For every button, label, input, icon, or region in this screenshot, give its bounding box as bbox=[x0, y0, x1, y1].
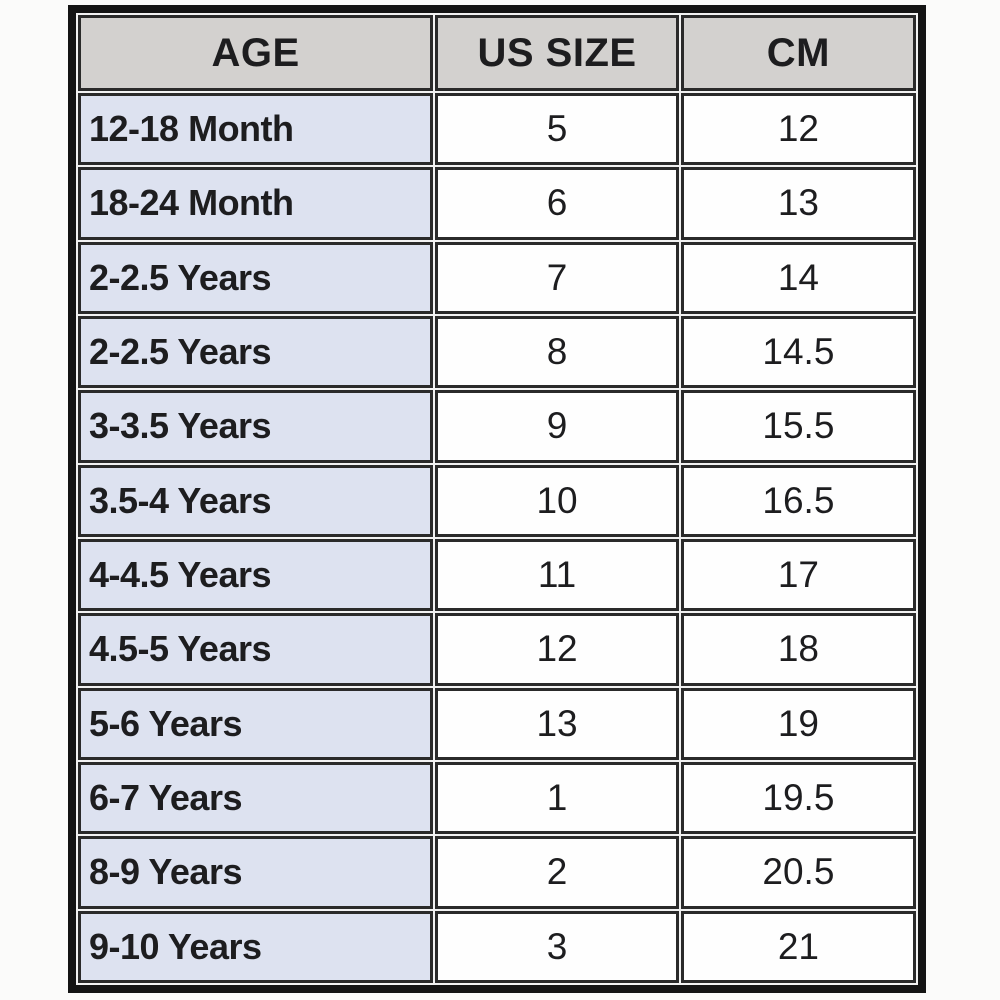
cm-cell: 21 bbox=[680, 910, 916, 983]
cm-cell: 18 bbox=[680, 613, 916, 686]
age-cell: 9-10 Years bbox=[78, 910, 434, 983]
us-size-cell: 5 bbox=[435, 93, 679, 166]
us-size-cell: 1 bbox=[435, 761, 679, 835]
header-cm: CM bbox=[680, 15, 916, 91]
table-row: 3.5-4 Years 10 16.5 bbox=[78, 464, 916, 537]
cm-cell: 12 bbox=[680, 93, 916, 166]
table-row: 2-2.5 Years 7 14 bbox=[78, 241, 916, 314]
size-chart-body: 12-18 Month 5 12 18-24 Month 6 13 2-2.5 Years 7… bbox=[78, 93, 916, 983]
header-us-size: US SIZE bbox=[435, 15, 679, 91]
cm-cell: 14 bbox=[680, 241, 916, 314]
table-row: 2-2.5 Years 8 14.5 bbox=[78, 315, 916, 389]
size-chart-container: AGE US SIZE CM 12-18 Month 5 12 18-24 Month… bbox=[68, 5, 926, 993]
us-size-cell: 10 bbox=[435, 464, 679, 537]
age-cell: 4-4.5 Years bbox=[78, 538, 434, 612]
age-cell: 3-3.5 Years bbox=[78, 390, 434, 463]
table-row: 18-24 Month 6 13 bbox=[78, 167, 916, 240]
header-age: AGE bbox=[78, 15, 434, 91]
us-size-cell: 12 bbox=[435, 613, 679, 686]
table-row: 5-6 Years 13 19 bbox=[78, 687, 916, 760]
age-cell: 18-24 Month bbox=[78, 167, 434, 240]
table-row: 4-4.5 Years 11 17 bbox=[78, 538, 916, 612]
size-chart-table: AGE US SIZE CM 12-18 Month 5 12 18-24 Month… bbox=[68, 5, 926, 993]
us-size-cell: 11 bbox=[435, 538, 679, 612]
table-row: 9-10 Years 3 21 bbox=[78, 910, 916, 983]
cm-cell: 17 bbox=[680, 538, 916, 612]
table-row: 6-7 Years 1 19.5 bbox=[78, 761, 916, 835]
table-row: 4.5-5 Years 12 18 bbox=[78, 613, 916, 686]
age-cell: 4.5-5 Years bbox=[78, 613, 434, 686]
cm-cell: 13 bbox=[680, 167, 916, 240]
age-cell: 2-2.5 Years bbox=[78, 315, 434, 389]
age-cell: 2-2.5 Years bbox=[78, 241, 434, 314]
cm-cell: 19 bbox=[680, 687, 916, 760]
table-row: 12-18 Month 5 12 bbox=[78, 93, 916, 166]
size-chart-header: AGE US SIZE CM bbox=[78, 15, 916, 91]
us-size-cell: 8 bbox=[435, 315, 679, 389]
us-size-cell: 7 bbox=[435, 241, 679, 314]
cm-cell: 15.5 bbox=[680, 390, 916, 463]
us-size-cell: 3 bbox=[435, 910, 679, 983]
cm-cell: 19.5 bbox=[680, 761, 916, 835]
age-cell: 8-9 Years bbox=[78, 836, 434, 909]
cm-cell: 20.5 bbox=[680, 836, 916, 909]
us-size-cell: 13 bbox=[435, 687, 679, 760]
age-cell: 5-6 Years bbox=[78, 687, 434, 760]
age-cell: 12-18 Month bbox=[78, 93, 434, 166]
age-cell: 3.5-4 Years bbox=[78, 464, 434, 537]
us-size-cell: 6 bbox=[435, 167, 679, 240]
table-row: 3-3.5 Years 9 15.5 bbox=[78, 390, 916, 463]
age-cell: 6-7 Years bbox=[78, 761, 434, 835]
cm-cell: 16.5 bbox=[680, 464, 916, 537]
table-row: 8-9 Years 2 20.5 bbox=[78, 836, 916, 909]
header-row: AGE US SIZE CM bbox=[78, 15, 916, 91]
cm-cell: 14.5 bbox=[680, 315, 916, 389]
us-size-cell: 2 bbox=[435, 836, 679, 909]
us-size-cell: 9 bbox=[435, 390, 679, 463]
